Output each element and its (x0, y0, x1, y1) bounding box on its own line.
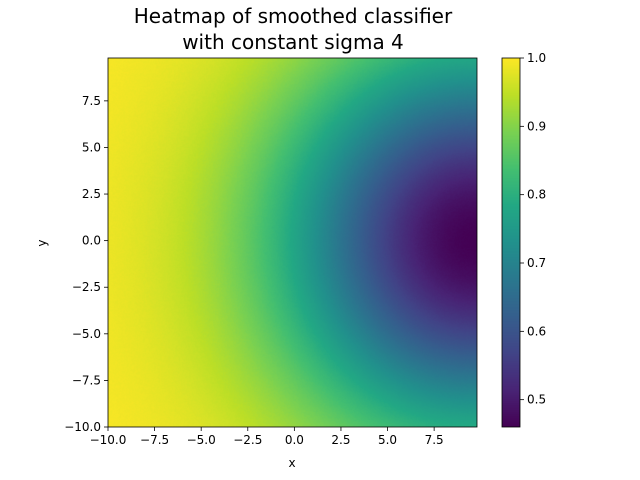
y-tick-label: −2.5 (72, 280, 101, 294)
colorbar-tick-label: 0.5 (527, 393, 546, 407)
plot-frame (108, 58, 477, 427)
x-tick-label: −5.0 (187, 433, 216, 447)
colorbar-tick-label: 0.9 (527, 119, 546, 133)
x-tick-label: 7.5 (425, 433, 444, 447)
x-axis-ticks: −10.0 −7.5 −5.0 −2.5 0.0 2.5 5.0 7.5 (90, 427, 444, 447)
colorbar-ticks: 0.5 0.6 0.7 0.8 0.9 1.0 (520, 51, 546, 407)
y-tick-label: 5.0 (82, 140, 101, 154)
x-axis-label: x (288, 456, 295, 470)
colorbar-tick-label: 0.8 (527, 188, 546, 202)
y-tick-label: −5.0 (72, 327, 101, 341)
colorbar-tick-label: 0.6 (527, 324, 546, 338)
x-tick-label: −10.0 (90, 433, 127, 447)
colorbar-frame (502, 58, 520, 427)
y-axis-label: y (35, 239, 49, 246)
colorbar-tick-label: 1.0 (527, 51, 546, 65)
x-tick-label: −2.5 (233, 433, 262, 447)
x-tick-label: 2.5 (331, 433, 350, 447)
y-tick-label: −7.5 (72, 373, 101, 387)
x-tick-label: 0.0 (285, 433, 304, 447)
y-tick-label: −10.0 (64, 420, 101, 434)
y-axis-ticks: −10.0 −7.5 −5.0 −2.5 0.0 2.5 5.0 7.5 (64, 94, 108, 434)
x-tick-label: −7.5 (140, 433, 169, 447)
y-tick-label: 7.5 (82, 94, 101, 108)
y-tick-label: 0.0 (82, 234, 101, 248)
colorbar-tick-label: 0.7 (527, 256, 546, 270)
y-tick-label: 2.5 (82, 187, 101, 201)
x-tick-label: 5.0 (378, 433, 397, 447)
